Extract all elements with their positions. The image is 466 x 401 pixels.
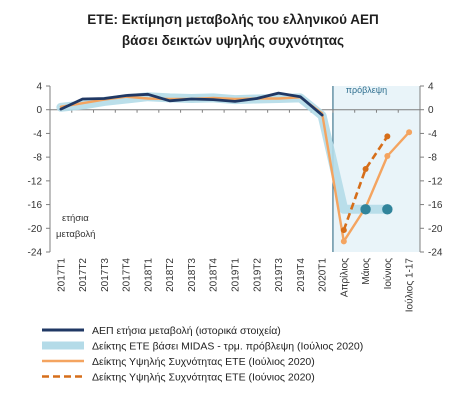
series-point-3	[384, 133, 391, 140]
y-tick-label-left: 4	[36, 82, 42, 93]
y-axis-label-line-1: ετήσια	[62, 213, 89, 224]
series-point-3	[362, 166, 369, 172]
y-tick-label-right: -20	[428, 224, 443, 235]
y-tick-label-right: -24	[428, 248, 443, 259]
y-tick-labels-right: 4 0 -4 -8 -12 -16 -20 -24	[428, 82, 443, 259]
y-tick-label-left: -4	[33, 129, 42, 140]
x-tick-label: 2019Τ4	[296, 258, 307, 292]
series-line-0	[59, 91, 324, 117]
series-point-3	[340, 227, 347, 234]
y-tick-label-right: -16	[428, 200, 443, 211]
y-tick-label-left: -20	[28, 224, 43, 235]
y-tick-label-left: -12	[28, 176, 43, 187]
x-tick-label: 2019Τ1	[231, 258, 242, 292]
x-tick-label: 2017Τ1	[56, 258, 67, 292]
forecast-marker	[360, 204, 371, 215]
series-point-2	[384, 152, 391, 159]
series-point-2	[406, 129, 413, 136]
x-tick-label: 2018Τ1	[143, 258, 154, 292]
x-tick-label: 2017Τ3	[100, 258, 111, 292]
y-axis-label-line-2: μεταβολή	[56, 229, 95, 240]
marker-layer	[360, 204, 393, 215]
forecast-label: πρόβλεψη	[346, 85, 387, 95]
x-tick-label: 2017Τ4	[122, 258, 133, 292]
x-tick-label: 2017Τ2	[78, 258, 89, 292]
chart-title-line-1: ΕΤΕ: Εκτίμηση μεταβολής του ελληνικού ΑΕ…	[87, 12, 379, 27]
x-tick-label: 2019Τ2	[252, 258, 263, 292]
x-tick-label: Απρίλιος	[338, 258, 350, 297]
forecast-region	[332, 86, 420, 252]
x-tick-label: Ιούνιος	[382, 258, 394, 290]
forecast-marker	[382, 204, 393, 215]
y-tick-label-right: -12	[428, 176, 443, 187]
x-tick-label: 2020Τ1	[318, 258, 329, 292]
y-tick-label-right: 4	[428, 82, 434, 93]
x-tick-label: 2018Τ4	[209, 258, 220, 292]
y-tick-label-left: -24	[28, 248, 43, 259]
x-tick-label: Μάιος	[360, 258, 372, 285]
legend-label-1: Δείκτης ΕΤΕ βάσει MIDAS - τρμ. πρόβλεψη …	[92, 341, 363, 353]
x-tick-label: 2018Τ3	[187, 258, 198, 292]
x-tick-label: 2019Τ3	[274, 258, 285, 292]
y-tick-label-right: -8	[428, 153, 437, 164]
x-tick-labels: 2017Τ1 2017Τ2 2017Τ3 2017Τ4 2018Τ1 2018Τ2 2018…	[56, 258, 415, 313]
y-tick-labels-left: 4 0 -4 -8 -12 -16 -20 -24	[28, 82, 43, 259]
series-line-3	[342, 135, 389, 231]
axes	[46, 85, 424, 253]
y-tick-label-right: 0	[428, 105, 434, 116]
y-tick-label-right: -4	[428, 129, 437, 140]
legend-label-2: Δείκτης Υψηλής Συχνότητας ΕΤΕ (Ιούλιος 2…	[92, 356, 315, 368]
legend-label-3: Δείκτης Υψηλής Συχνότητας ΕΤΕ (Ιούνιος 2…	[92, 372, 315, 384]
series-point-2	[340, 238, 347, 245]
x-tick-label: Ιούλιος 1-17	[404, 258, 416, 313]
legend: ΑΕΠ ετήσια μεταβολή (ιστορικά στοιχεία) Δ…	[42, 325, 363, 384]
x-tick-label: 2018Τ2	[165, 258, 176, 292]
y-tick-label-left: -16	[28, 200, 43, 211]
chart-title-line-2: βάσει δεικτών υψηλής συχνότητας	[122, 33, 344, 48]
y-tick-label-left: -8	[33, 153, 42, 164]
y-tick-label-left: 0	[36, 105, 42, 116]
legend-label-0: ΑΕΠ ετήσια μεταβολή (ιστορικά στοιχεία)	[92, 325, 281, 337]
